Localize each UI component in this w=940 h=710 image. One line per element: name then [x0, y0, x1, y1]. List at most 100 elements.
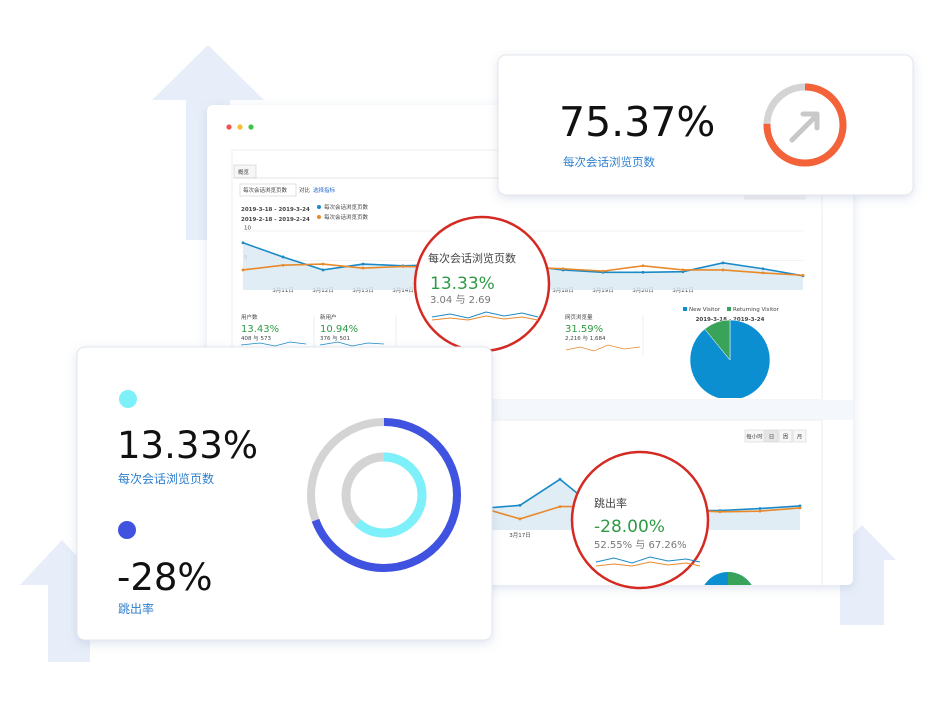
x-tick-label: 3月18日: [552, 287, 574, 294]
period-button[interactable]: [778, 429, 793, 443]
tile-title: 用户数: [241, 313, 258, 321]
legend-swatch: [317, 215, 321, 219]
point: [641, 264, 645, 268]
sparkline: [595, 556, 701, 564]
date-range: 2019-2-18 - 2019-2-24: [241, 217, 310, 223]
point: [758, 509, 762, 513]
metric-dot: [118, 521, 136, 539]
legend-label: New Visitor: [689, 307, 721, 313]
metric-select-label: 每次会话浏览页数: [243, 186, 288, 194]
point: [321, 262, 325, 266]
x-tick-label: 3月21日: [672, 287, 694, 294]
x-tick-label: 3月13日: [352, 287, 374, 294]
period-button[interactable]: [744, 429, 765, 443]
sparkline: [319, 341, 385, 347]
x-tick-label: 3月14日: [392, 287, 414, 294]
point: [558, 505, 562, 508]
pie-slice: [704, 319, 731, 361]
date-range: 2019-3-18 - 2019-3-24: [241, 207, 310, 213]
tile-compare: 2,216 与 1,684: [565, 334, 606, 342]
period-button[interactable]: [764, 429, 779, 443]
point: [798, 504, 802, 508]
x-tick-label: 3月17日: [509, 532, 531, 539]
window-dot: [237, 124, 243, 130]
metric-select[interactable]: [239, 183, 297, 197]
tile-value: 13.43%: [241, 324, 279, 335]
tile-title: 网页浏览量: [565, 313, 593, 321]
y-tick-label: 10: [244, 226, 251, 232]
legend-swatch: [683, 307, 687, 311]
point: [761, 271, 765, 275]
tile-value: 31.59%: [565, 324, 603, 335]
ring-arc: [307, 418, 461, 572]
area: [480, 479, 800, 530]
point: [241, 241, 245, 245]
point: [721, 268, 725, 272]
point: [641, 270, 645, 274]
period-label: 每小时: [746, 433, 763, 441]
point: [718, 510, 722, 514]
callout-title: 跳出率: [594, 496, 627, 510]
zoom-callout: 每次会话浏览页数 13.33% 3.04 与 2.69: [413, 215, 551, 353]
period-label: 月: [797, 434, 803, 441]
legend-swatch: [727, 307, 731, 311]
compare-label: 对比: [299, 186, 311, 194]
sparkline: [595, 561, 701, 567]
zoom-circle: [570, 450, 710, 590]
stat-tiles: 用户数 13.43%408 与 573 新用户 10.94%376 与 501 网页浏览…: [241, 313, 606, 342]
sparkline: [240, 341, 307, 347]
sparkline: [565, 344, 641, 352]
x-tick-label: 3月20日: [632, 287, 654, 294]
window-dot: [226, 124, 232, 130]
point: [561, 267, 565, 271]
sparkline: [431, 315, 539, 321]
point: [681, 268, 685, 272]
point: [361, 266, 365, 270]
period-label: 周: [783, 434, 789, 441]
card-value: 75.37%: [559, 98, 715, 146]
callout-value: 13.33%: [430, 274, 495, 294]
point: [321, 268, 325, 272]
callout-compare: 52.55% 与 67.26%: [594, 539, 687, 551]
legend-swatch: [317, 205, 321, 209]
legend-label: Returning Visitor: [733, 307, 780, 313]
point: [721, 261, 725, 265]
x-tick-label: 3月12日: [312, 287, 334, 294]
tile-compare: 376 与 501: [320, 334, 350, 342]
point: [518, 517, 522, 521]
tile-title: 新用户: [320, 313, 337, 321]
point: [241, 268, 245, 272]
point: [758, 507, 762, 510]
card-value: -28%: [117, 556, 213, 599]
ring-arc: [763, 83, 847, 167]
point: [281, 263, 285, 267]
point: [518, 503, 522, 507]
point: [798, 506, 802, 510]
tile-compare: 408 与 573: [241, 334, 271, 342]
choose-metric[interactable]: 选择指标: [313, 186, 336, 194]
legend-label: 每次会话浏览页数: [324, 213, 369, 221]
callout-title: 每次会话浏览页数: [428, 251, 516, 265]
point: [361, 262, 365, 266]
window-dot: [248, 124, 254, 130]
point: [601, 269, 605, 273]
arrow-icon: [789, 111, 820, 143]
callout-compare: 3.04 与 2.69: [430, 294, 491, 306]
point: [761, 267, 765, 271]
card-value: 13.33%: [117, 424, 258, 467]
tile-value: 10.94%: [320, 324, 358, 335]
ring-arc: [341, 452, 427, 538]
tab-label: 概览: [238, 168, 250, 176]
point: [281, 255, 285, 259]
card-label: 每次会话浏览页数: [563, 155, 655, 169]
metric-dot: [119, 390, 137, 408]
card-label: 每次会话浏览页数: [118, 471, 214, 486]
sparkline: [431, 311, 539, 319]
legend-label: 每次会话浏览页数: [324, 203, 369, 211]
point: [401, 265, 405, 268]
card-label: 跳出率: [118, 601, 154, 616]
period-button[interactable]: [792, 429, 807, 443]
